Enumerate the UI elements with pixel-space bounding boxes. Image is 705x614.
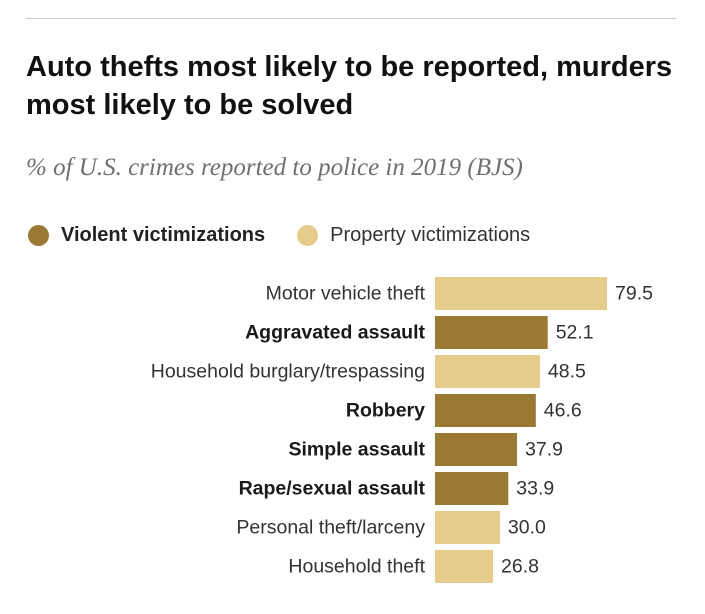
category-label-simple-assault: Simple assault bbox=[288, 439, 425, 461]
bar-aggravated-assault bbox=[435, 316, 548, 349]
property-legend-label: Property victimizations bbox=[330, 223, 531, 246]
category-label-rape-sexual-assault: Rape/sexual assault bbox=[239, 478, 426, 500]
property-swatch bbox=[297, 224, 319, 246]
value-label-household-burglary-trespassing: 48.5 bbox=[548, 361, 586, 383]
legend-item-property: Property victimizations bbox=[297, 224, 530, 247]
value-label-personal-theft-larceny: 30.0 bbox=[508, 517, 546, 539]
value-label-simple-assault: 37.9 bbox=[525, 439, 563, 461]
category-label-household-burglary-trespassing: Household burglary/trespassing bbox=[151, 361, 425, 383]
bar-robbery bbox=[435, 394, 536, 427]
bar-household-theft bbox=[435, 550, 493, 583]
bar-rape-sexual-assault bbox=[435, 472, 509, 505]
legend-item-violent: Violent victimizations bbox=[28, 224, 265, 247]
bar-personal-theft-larceny bbox=[435, 511, 500, 544]
value-label-household-theft: 26.8 bbox=[501, 556, 539, 578]
bar-household-burglary-trespassing bbox=[435, 355, 540, 388]
value-label-robbery: 46.6 bbox=[544, 400, 582, 422]
bar-simple-assault bbox=[435, 433, 517, 466]
value-label-motor-vehicle-theft: 79.5 bbox=[615, 283, 653, 305]
violent-swatch bbox=[28, 224, 49, 246]
bar-chart: Motor vehicle theft 79.5 Aggravated assaul… bbox=[151, 277, 653, 583]
chart-subtitle: % of U.S. crimes reported to police in 2… bbox=[26, 154, 523, 181]
value-label-aggravated-assault: 52.1 bbox=[556, 322, 594, 344]
value-label-rape-sexual-assault: 33.9 bbox=[516, 478, 554, 500]
chart-title: Auto thefts most likely to be reported, … bbox=[26, 51, 673, 121]
category-label-personal-theft-larceny: Personal theft/larceny bbox=[236, 517, 425, 539]
bar-motor-vehicle-theft bbox=[435, 277, 607, 310]
violent-legend-label: Violent victimizations bbox=[61, 223, 266, 246]
category-label-motor-vehicle-theft: Motor vehicle theft bbox=[266, 283, 426, 305]
top-rule bbox=[26, 18, 676, 19]
category-label-aggravated-assault: Aggravated assault bbox=[245, 322, 425, 344]
chart-legend: Violent victimizations Property victimiz… bbox=[28, 220, 562, 250]
category-label-robbery: Robbery bbox=[346, 400, 425, 422]
category-label-household-theft: Household theft bbox=[288, 556, 425, 578]
